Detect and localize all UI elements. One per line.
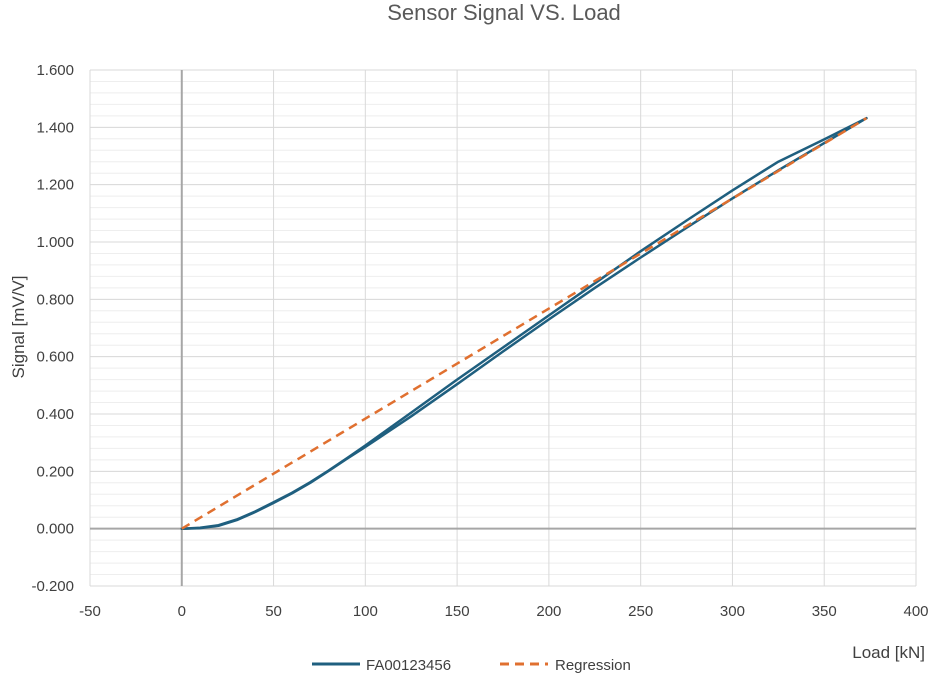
chart-title: Sensor Signal VS. Load (387, 0, 621, 25)
y-tick-label: -0.200 (31, 578, 74, 595)
legend-label-regression: Regression (555, 657, 631, 674)
y-tick-label: 1.600 (36, 62, 74, 79)
x-tick-label: 250 (628, 603, 653, 620)
x-tick-label: 200 (536, 603, 561, 620)
y-tick-label: 0.000 (36, 521, 74, 538)
x-tick-label: 400 (903, 603, 928, 620)
y-tick-label: 0.600 (36, 349, 74, 366)
y-tick-label: 1.400 (36, 119, 74, 136)
y-tick-label: 0.400 (36, 406, 74, 423)
x-tick-label: 350 (812, 603, 837, 620)
x-tick-label: 100 (353, 603, 378, 620)
x-tick-labels: -50 0 50 100 150 200 250 300 350 400 (79, 603, 928, 620)
x-tick-label: 300 (720, 603, 745, 620)
x-axis-label: Load [kN] (852, 643, 925, 662)
x-tick-label: -50 (79, 603, 101, 620)
y-tick-label: 0.200 (36, 463, 74, 480)
series-line-regression (181, 117, 868, 530)
x-tick-label: 50 (265, 603, 282, 620)
series-line-fa00123456 (180, 116, 868, 530)
series-layer (180, 116, 868, 530)
legend-label-fa00123456: FA00123456 (366, 657, 451, 674)
zero-axes (90, 70, 916, 586)
y-tick-label: 1.000 (36, 234, 74, 251)
x-tick-label: 150 (445, 603, 470, 620)
y-tick-labels: -0.200 0.000 0.200 0.400 0.600 0.800 1.000 1.20… (31, 62, 74, 595)
legend: FA00123456 Regression (312, 657, 631, 674)
y-tick-label: 0.800 (36, 291, 74, 308)
y-tick-label: 1.200 (36, 177, 74, 194)
y-axis-label: Signal [mV/V] (9, 276, 28, 379)
x-tick-label: 0 (178, 603, 186, 620)
